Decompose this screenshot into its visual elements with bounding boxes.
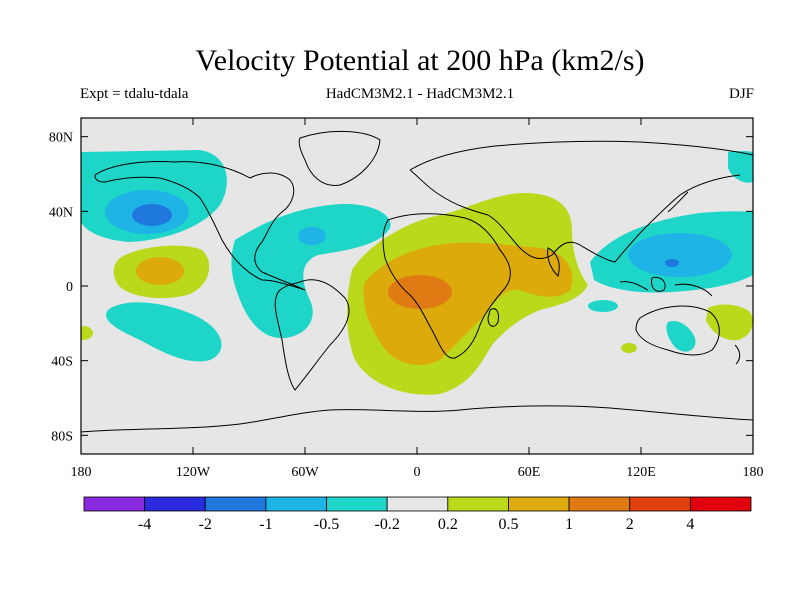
coastline-africa: [382, 213, 511, 359]
colorbar-label-6: 0.5: [498, 516, 518, 533]
contour-positive-australia-south: [621, 343, 637, 353]
contour-positive-africa-center: [388, 275, 452, 309]
coastline-new-zealand: [734, 344, 741, 365]
contour-positive-australia-east: [706, 304, 753, 341]
contour-positive-central-pacific-core: [136, 257, 184, 285]
coastline-south-america: [274, 279, 350, 391]
season-label: DJF: [728, 86, 754, 102]
coastlines: [81, 131, 753, 433]
coastline-maritime-continent: [619, 276, 713, 297]
coastline-australia: [635, 305, 720, 356]
contour-negative-atlantic: [231, 204, 391, 339]
colorbar-label-3: -0.5: [314, 516, 339, 533]
contour-negative-atlantic-core: [298, 227, 326, 245]
colorbar-swatch-0: [83, 496, 146, 512]
colorbar-label-5: 0.2: [438, 516, 458, 533]
model-label: HadCM3M2.1 - HadCM3M2.1: [325, 86, 515, 102]
colorbar-label-0: -4: [138, 516, 151, 533]
colorbar-swatch-3: [265, 496, 327, 512]
x-tick-label-2: 60W: [291, 465, 319, 480]
colorbar-swatch-8: [568, 496, 631, 512]
contour-negative-australia: [666, 320, 696, 352]
y-tick-label-1: 40N: [49, 205, 73, 220]
x-tick-label-6: 180: [743, 465, 764, 480]
contour-negative-west-pacific-center: [665, 259, 679, 267]
coastline-greenland: [298, 131, 381, 186]
x-tick-label-4: 60E: [518, 465, 541, 480]
colorbar-label-9: 4: [686, 516, 694, 533]
coastline-india: [547, 247, 560, 277]
y-tick-label-4: 80S: [51, 429, 73, 444]
contour-negative-south-pacific: [106, 302, 222, 362]
coastline-madagascar: [487, 308, 499, 327]
contour-positive-pacific-edge: [81, 326, 93, 340]
contour-negative-indian-ocean: [588, 300, 618, 312]
colorbar-swatch-6: [447, 496, 509, 512]
colorbar-swatch-1: [144, 496, 206, 512]
colorbar-label-4: -0.2: [375, 516, 400, 533]
x-tick-label-3: 0: [414, 465, 421, 480]
x-tick-label-5: 120E: [626, 465, 656, 480]
contour-fields: [81, 150, 753, 395]
y-tick-label-0: 80N: [49, 131, 73, 146]
experiment-label: Expt = tdalu-tdala: [80, 86, 189, 102]
coastline-japan: [667, 191, 689, 213]
colorbar-label-8: 2: [626, 516, 634, 533]
contour-negative-west-pacific-core: [628, 233, 732, 277]
colorbar-label-1: -2: [199, 516, 212, 533]
y-tick-label-2: 0: [66, 280, 73, 295]
map-title: Velocity Potential at 200 hPa (km2/s): [195, 44, 645, 77]
colorbar-swatch-10: [689, 496, 752, 512]
colorbar-label-2: -1: [259, 516, 272, 533]
longitude-ticks: 180 120W 60W 0 60E 120E 180: [71, 118, 764, 480]
coastline-north-america: [94, 161, 306, 291]
coastline-eurasia: [409, 140, 753, 263]
contour-positive-africa-core: [363, 242, 573, 365]
contour-negative-dateline-east: [728, 151, 753, 183]
x-tick-label-1: 120W: [176, 465, 211, 480]
x-tick-label-0: 180: [71, 465, 92, 480]
colorbar-swatch-2: [204, 496, 267, 512]
colorbar-swatch-5: [386, 496, 449, 512]
colorbar: -4 -2 -1 -0.5 -0.2 0.2 0.5 1 2 4: [83, 496, 752, 533]
colorbar-swatch-9: [629, 496, 691, 512]
colorbar-swatch-4: [326, 496, 388, 512]
contour-negative-north-pacific-center: [132, 204, 172, 226]
latitude-ticks: 80N 40N 0 40S 80S: [49, 131, 753, 444]
colorbar-label-7: 1: [565, 516, 573, 533]
y-tick-label-3: 40S: [51, 355, 73, 370]
coastline-antarctica: [81, 405, 753, 433]
colorbar-swatch-7: [508, 496, 570, 512]
